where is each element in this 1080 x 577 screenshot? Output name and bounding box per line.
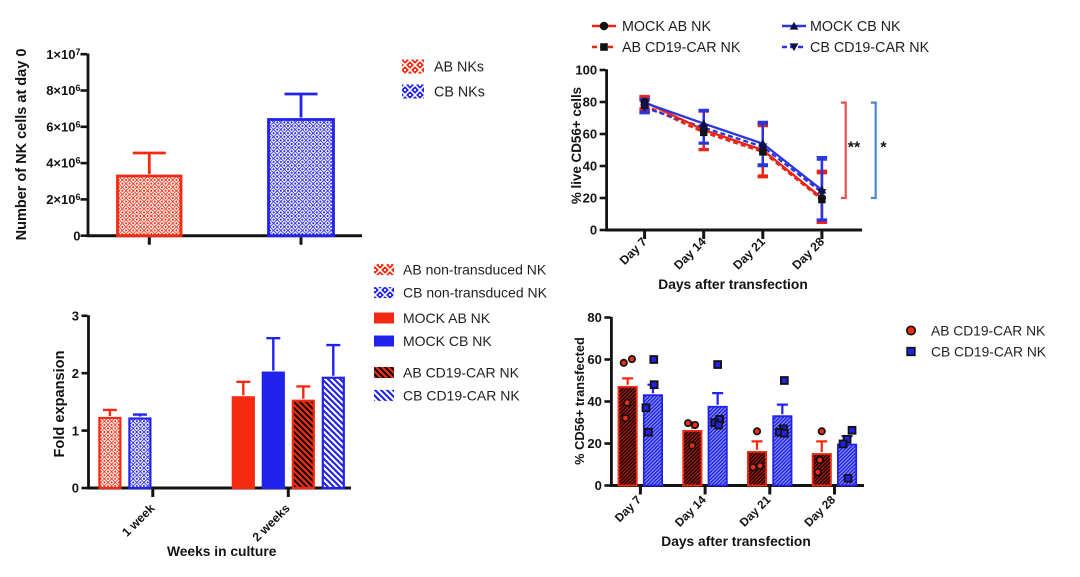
svg-text:Fold expansion: Fold expansion bbox=[52, 350, 68, 457]
svg-text:Days after transfection: Days after transfection bbox=[658, 277, 808, 292]
svg-text:60: 60 bbox=[587, 352, 601, 367]
svg-text:1: 1 bbox=[72, 423, 79, 438]
svg-text:CB NKs: CB NKs bbox=[434, 85, 485, 101]
svg-text:0: 0 bbox=[590, 223, 597, 238]
svg-text:40: 40 bbox=[583, 159, 597, 174]
svg-text:2×106: 2×106 bbox=[46, 192, 80, 207]
svg-text:40: 40 bbox=[587, 394, 601, 409]
svg-text:Days after transfection: Days after transfection bbox=[661, 534, 811, 549]
svg-text:CB non-transduced NK: CB non-transduced NK bbox=[403, 285, 548, 301]
svg-text:% CD56+ transfected: % CD56+ transfected bbox=[572, 337, 587, 465]
svg-text:Number of NK cells at day 0: Number of NK cells at day 0 bbox=[14, 49, 30, 241]
svg-text:3: 3 bbox=[72, 309, 79, 324]
svg-text:1×107: 1×107 bbox=[46, 47, 80, 62]
svg-text:MOCK AB NK: MOCK AB NK bbox=[403, 310, 491, 326]
svg-text:60: 60 bbox=[583, 127, 597, 142]
svg-text:**: ** bbox=[848, 140, 861, 157]
svg-text:4×106: 4×106 bbox=[46, 156, 80, 171]
svg-text:AB CD19-CAR NK: AB CD19-CAR NK bbox=[931, 324, 1046, 339]
svg-text:AB CD19-CAR NK: AB CD19-CAR NK bbox=[622, 40, 741, 56]
svg-text:100: 100 bbox=[575, 63, 597, 78]
svg-text:MOCK CB NK: MOCK CB NK bbox=[810, 19, 901, 35]
svg-text:0: 0 bbox=[595, 478, 602, 493]
svg-text:80: 80 bbox=[583, 95, 597, 110]
svg-text:MOCK AB NK: MOCK AB NK bbox=[622, 19, 711, 35]
svg-text:0: 0 bbox=[72, 481, 79, 496]
svg-text:% live CD56+ cells: % live CD56+ cells bbox=[569, 87, 584, 204]
svg-text:AB NKs: AB NKs bbox=[434, 60, 484, 76]
svg-text:20: 20 bbox=[583, 191, 597, 206]
svg-text:AB non-transduced NK: AB non-transduced NK bbox=[403, 262, 547, 278]
svg-text:CB CD19-CAR NK: CB CD19-CAR NK bbox=[931, 345, 1047, 360]
svg-text:8×106: 8×106 bbox=[46, 83, 80, 98]
svg-text:0: 0 bbox=[73, 228, 80, 243]
svg-text:Weeks in culture: Weeks in culture bbox=[167, 544, 277, 559]
svg-text:CB CD19-CAR NK: CB CD19-CAR NK bbox=[810, 40, 930, 56]
svg-text:20: 20 bbox=[587, 436, 601, 451]
svg-text:CB CD19-CAR NK: CB CD19-CAR NK bbox=[403, 387, 520, 403]
svg-text:*: * bbox=[880, 140, 887, 157]
svg-text:80: 80 bbox=[587, 310, 601, 325]
svg-text:2: 2 bbox=[72, 366, 79, 381]
svg-text:MOCK CB NK: MOCK CB NK bbox=[403, 333, 492, 349]
svg-text:AB CD19-CAR NK: AB CD19-CAR NK bbox=[403, 365, 520, 381]
svg-text:6×106: 6×106 bbox=[46, 119, 80, 134]
